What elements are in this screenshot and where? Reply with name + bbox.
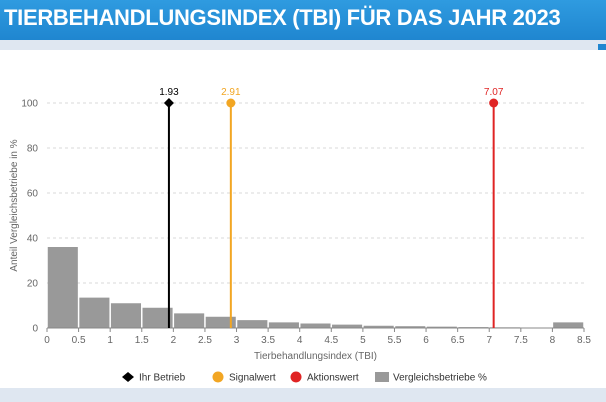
histogram-bar [47,247,78,328]
x-tick-label: 7 [486,335,492,346]
legend-label: Signalwert [229,373,276,384]
marker-value-label: 7.07 [484,87,504,98]
reference-markers: 1.93 2.91 7.07 [159,87,504,328]
histogram-bar [268,322,299,328]
x-tick-label: 2.5 [198,335,212,346]
x-tick-label: 0 [44,335,50,346]
page-title: TIERBEHANDLUNGSINDEX (TBI) FÜR DAS JAHR … [4,5,561,30]
x-tick-label: 3.5 [261,335,275,346]
histogram-bar [332,324,363,328]
y-tick-label: 40 [27,234,39,245]
marker-symbol-signalwert [226,98,236,108]
title-banner: TIERBEHANDLUNGSINDEX (TBI) FÜR DAS JAHR … [0,0,606,40]
legend-circle-icon [290,371,302,383]
y-axis-label: Anteil Vergleichsbetriebe in % [9,139,20,271]
x-tick-label: 5 [360,335,366,346]
legend-circle-icon [212,371,224,383]
x-tick-label: 8 [550,335,556,346]
x-tick-label: 5.5 [388,335,402,346]
x-tick-label: 4.5 [324,335,338,346]
x-tick-label: 4 [297,335,303,346]
legend-label: Vergleichsbetriebe % [393,373,487,384]
legend-item[interactable]: Vergleichsbetriebe % [375,372,487,384]
legend-diamond-icon [122,372,134,382]
y-tick-label: 60 [27,189,39,200]
histogram-bars [47,247,584,328]
x-tick-label: 3 [234,335,240,346]
x-tick-label: 2 [171,335,177,346]
histogram-bar [395,326,426,328]
x-tick-label: 0.5 [72,335,86,346]
histogram-bar [363,325,394,328]
gridlines [47,102,584,329]
legend-item[interactable]: Ihr Betrieb [122,372,186,384]
bottom-strip [0,388,606,402]
histogram-bar [174,313,205,328]
histogram-bar [553,322,584,328]
histogram-bar [205,316,236,328]
x-axis-label: Tierbehandlungsindex (TBI) [254,351,377,362]
histogram-bar [142,307,173,328]
marker-symbol-aktionswert [489,98,499,108]
histogram-bar [300,323,331,328]
histogram-bar [426,326,457,328]
legend-item[interactable]: Aktionswert [290,371,359,384]
y-tick-label: 0 [32,324,38,335]
legend-label: Aktionswert [307,373,359,384]
y-tick-label: 80 [27,144,39,155]
x-tick-label: 6 [423,335,429,346]
x-tick-label: 8.5 [577,335,591,346]
y-tick-label: 100 [21,99,38,110]
x-tick-label: 6.5 [451,335,465,346]
axes: 0 20 40 60 80 100 0 0.5 1 1.5 2 2.5 3 3.5 4 4.5 5 5.5 6 6.5… [21,99,591,347]
chart-panel [0,50,606,402]
marker-value-label: 1.93 [159,87,179,98]
x-tick-label: 7.5 [514,335,528,346]
x-tick-label: 1 [107,335,113,346]
histogram-bar [110,303,142,328]
legend-square-icon [375,372,389,382]
marker-value-label: 2.91 [221,87,241,98]
y-tick-label: 20 [27,279,39,290]
x-tick-label: 1.5 [135,335,149,346]
histogram-bar [237,320,268,328]
histogram-bar [79,297,110,328]
legend-item[interactable]: Signalwert [212,371,276,384]
marker-symbol-ihr-betrieb [163,98,174,108]
legend-label: Ihr Betrieb [139,373,186,384]
legend: Ihr Betrieb Signalwert Aktionswert Vergleic… [122,371,487,384]
